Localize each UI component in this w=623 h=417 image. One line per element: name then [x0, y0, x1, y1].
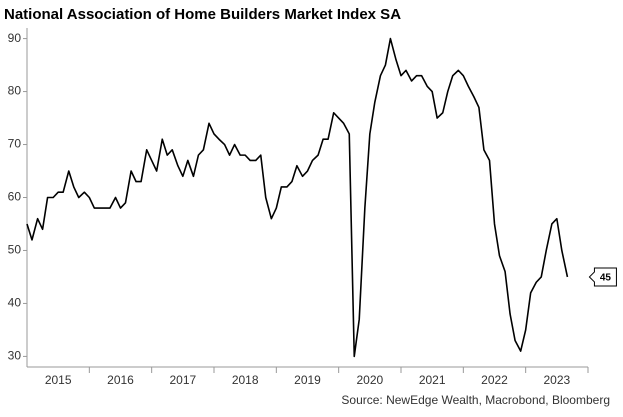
last-value-label: 45: [600, 273, 612, 284]
chart-title: National Association of Home Builders Ma…: [4, 6, 401, 23]
x-tick-label: 2022: [481, 373, 508, 387]
y-tick-label: 60: [8, 190, 22, 204]
y-tick-label: 70: [8, 137, 22, 151]
y-tick-label: 80: [8, 84, 22, 98]
y-tick-label: 90: [8, 31, 22, 45]
source-note: Source: NewEdge Wealth, Macrobond, Bloom…: [341, 393, 610, 407]
y-tick-label: 40: [8, 296, 22, 310]
x-tick-label: 2017: [169, 373, 196, 387]
x-tick-label: 2015: [45, 373, 72, 387]
last-value-box: [588, 267, 617, 287]
line-series: [26, 37, 569, 358]
x-tick-label: 2021: [419, 373, 446, 387]
x-tick-label: 2023: [543, 373, 570, 387]
x-tick-label: 2018: [232, 373, 259, 387]
x-tick-label: 2016: [107, 373, 134, 387]
y-tick-label: 30: [8, 349, 22, 363]
x-tick-label: 2020: [356, 373, 383, 387]
y-tick-label: 50: [8, 243, 22, 257]
x-tick-label: 2019: [294, 373, 321, 387]
